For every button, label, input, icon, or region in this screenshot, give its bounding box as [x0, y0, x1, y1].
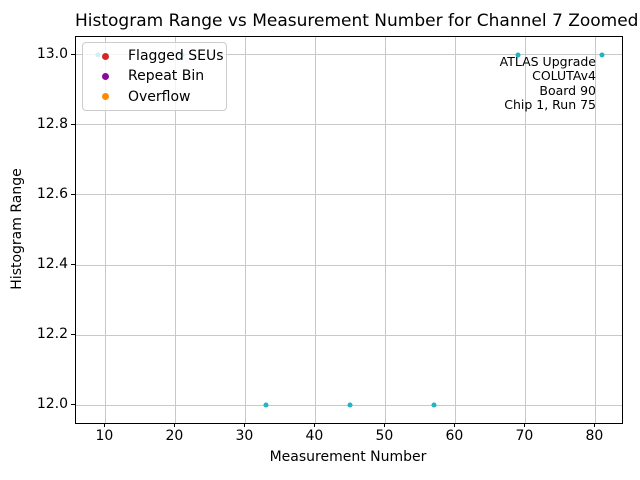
data-point	[599, 52, 605, 58]
x-tick-label: 10	[95, 428, 114, 444]
annotation-line: Board 90	[539, 82, 596, 98]
grid-line-y	[76, 334, 622, 336]
y-tick-mark	[71, 334, 75, 336]
legend-item-flagged-seus: Flagged SEUs	[91, 46, 224, 66]
grid-line-x	[524, 37, 526, 423]
y-tick-label: 12.4	[36, 256, 68, 273]
x-tick-label: 80	[585, 428, 604, 444]
grid-line-x	[594, 37, 596, 423]
annotation-line: Chip 1, Run 75	[504, 96, 596, 112]
grid-line-x	[454, 37, 456, 423]
x-tick-mark	[594, 423, 596, 427]
legend-label-flagged-seus: Flagged SEUs	[128, 48, 224, 65]
x-tick-mark	[524, 423, 526, 427]
legend-item-repeat-bin: Repeat Bin	[91, 66, 218, 86]
y-tick-mark	[71, 404, 75, 406]
grid-line-x	[384, 37, 386, 423]
x-tick-label: 30	[235, 428, 254, 444]
annotation: ATLAS Upgrade COLUTAv4 Board 90 Chip 1, Run…	[499, 54, 596, 112]
data-point	[515, 52, 521, 58]
x-tick-mark	[314, 423, 316, 427]
data-point	[347, 402, 353, 408]
y-tick-label: 12.6	[36, 185, 68, 202]
y-tick-label: 12.2	[36, 326, 68, 343]
x-tick-label: 50	[375, 428, 394, 444]
grid-line-y	[76, 264, 622, 266]
data-point	[431, 402, 437, 408]
legend-marker-overflow	[102, 93, 109, 101]
x-tick-label: 40	[305, 428, 324, 444]
y-tick-mark	[71, 193, 75, 195]
legend-item-overflow: Overflow	[91, 87, 218, 107]
y-tick-mark	[71, 53, 75, 55]
x-tick-mark	[104, 423, 106, 427]
x-tick-mark	[384, 423, 386, 427]
grid-line-x	[104, 37, 106, 423]
x-tick-label: 60	[445, 428, 464, 444]
y-tick-mark	[71, 264, 75, 266]
grid-line-x	[244, 37, 246, 423]
grid-line-x	[174, 37, 176, 423]
legend-label-overflow: Overflow	[128, 88, 191, 105]
x-tick-mark	[174, 423, 176, 427]
y-tick-mark	[71, 123, 75, 125]
y-tick-label: 12.0	[36, 396, 68, 413]
x-tick-label: 70	[515, 428, 534, 444]
grid-line-x	[314, 37, 316, 423]
y-tick-label: 13.0	[36, 45, 68, 62]
data-point	[263, 402, 269, 408]
legend-marker-repeat-bin	[102, 72, 109, 80]
legend: Flagged SEUs Repeat Bin Overflow	[82, 42, 227, 111]
x-tick-label: 20	[165, 428, 184, 444]
y-tick-label: 12.8	[36, 115, 68, 132]
x-tick-mark	[244, 423, 246, 427]
x-tick-mark	[454, 423, 456, 427]
legend-marker-flagged-seus	[102, 52, 109, 60]
annotation-line: COLUTAv4	[532, 68, 596, 84]
grid-line-y	[76, 124, 622, 126]
legend-label-repeat-bin: Repeat Bin	[128, 68, 205, 85]
x-axis-label: Measurement Number	[269, 449, 427, 465]
y-axis-label: Histogram Range	[9, 168, 25, 290]
grid-line-y	[76, 54, 622, 56]
chart-title: Histogram Range vs Measurement Number fo…	[75, 11, 639, 31]
annotation-line: ATLAS Upgrade	[499, 54, 596, 69]
grid-line-y	[76, 194, 622, 196]
